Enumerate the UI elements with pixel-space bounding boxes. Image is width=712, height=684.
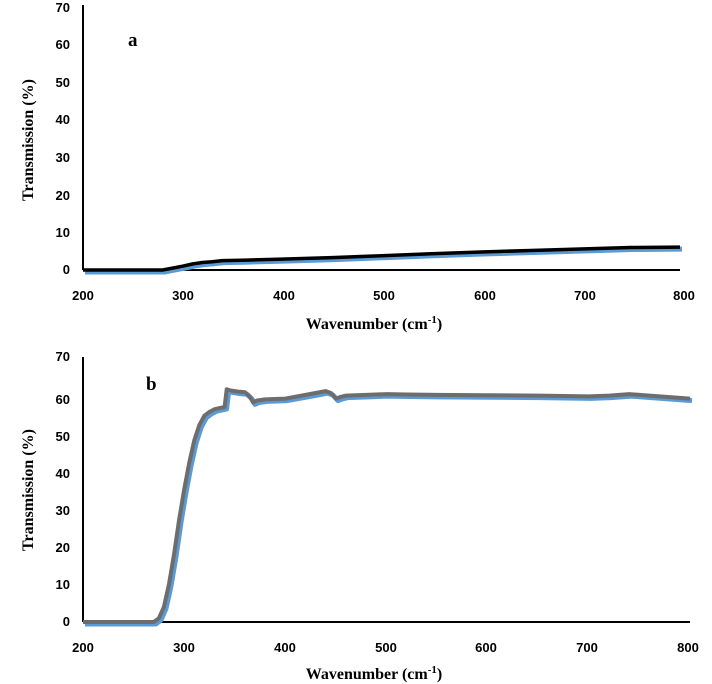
x-axis-title-a: Wavenumber (cm-1) [306, 314, 442, 333]
y-tick-label-a-0: 0 [63, 262, 70, 277]
x-axis-title-b-sup: -1 [428, 664, 437, 676]
panel-label-a: a [128, 30, 138, 51]
y-tick-label-a-2: 20 [56, 188, 70, 203]
x-tick-labels-a: 200 300 400 500 600 700 800 [72, 288, 695, 303]
x-tick-label-b-3: 500 [375, 640, 397, 655]
y-tick-label-b-6: 60 [56, 392, 70, 407]
x-axis-title-a-end: ) [437, 316, 442, 333]
chart-panel-b: 0 10 20 30 40 50 60 70 200 300 400 500 6… [20, 349, 699, 683]
y-tick-label-a-5: 50 [56, 75, 70, 90]
x-tick-label-b-5: 700 [576, 640, 598, 655]
x-tick-label-b-4: 600 [475, 640, 497, 655]
y-tick-label-b-2: 20 [56, 540, 70, 555]
y-tick-label-b-7: 70 [56, 349, 70, 364]
x-axis-title-a-main: Wavenumber (cm [306, 316, 429, 333]
series-line-a [83, 245, 681, 272]
x-tick-label-a-1: 300 [172, 288, 194, 303]
x-tick-label-a-2: 400 [273, 288, 295, 303]
x-tick-label-a-6: 800 [673, 288, 695, 303]
x-axis-title-b-end: ) [437, 666, 442, 683]
y-tick-label-a-3: 30 [56, 150, 70, 165]
y-tick-labels-b: 0 10 20 30 40 50 60 70 [56, 349, 70, 629]
x-axis-title-a-sup: -1 [428, 314, 437, 326]
y-tick-label-a-6: 60 [56, 37, 70, 52]
x-tick-label-b-2: 400 [274, 640, 296, 655]
y-tick-label-b-0: 0 [63, 614, 70, 629]
x-tick-label-b-6: 800 [677, 640, 699, 655]
series-shadow-a [85, 246, 683, 275]
y-tick-label-b-1: 10 [56, 577, 70, 592]
y-tick-label-b-3: 30 [56, 503, 70, 518]
x-tick-label-b-1: 300 [173, 640, 195, 655]
x-tick-label-a-0: 200 [72, 288, 94, 303]
series-line-b [83, 387, 691, 624]
x-tick-label-b-0: 200 [72, 640, 94, 655]
y-tick-label-b-4: 40 [56, 466, 70, 481]
y-axis-title-a: Transmission (%) [20, 79, 37, 201]
panel-label-b: b [146, 374, 157, 395]
x-axis-title-b: Wavenumber (cm-1) [306, 664, 442, 683]
chart-panel-a: 0 10 20 30 40 50 60 70 200 300 400 500 6… [20, 0, 695, 333]
x-axis-title-b-main: Wavenumber (cm [306, 666, 429, 683]
x-tick-label-a-4: 600 [474, 288, 496, 303]
x-tick-label-a-3: 500 [373, 288, 395, 303]
y-tick-label-a-1: 10 [56, 225, 70, 240]
y-tick-label-a-4: 40 [56, 112, 70, 127]
x-tick-labels-b: 200 300 400 500 600 700 800 [72, 640, 699, 655]
y-tick-label-b-5: 50 [56, 429, 70, 444]
y-axis-title-b: Transmission (%) [20, 429, 37, 551]
x-tick-label-a-5: 700 [574, 288, 596, 303]
y-tick-label-a-7: 70 [56, 0, 70, 15]
series-shadow-b [85, 388, 693, 627]
y-tick-labels-a: 0 10 20 30 40 50 60 70 [56, 0, 70, 277]
